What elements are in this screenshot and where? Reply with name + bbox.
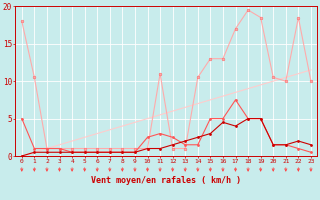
X-axis label: Vent moyen/en rafales ( km/h ): Vent moyen/en rafales ( km/h ) — [92, 176, 241, 185]
